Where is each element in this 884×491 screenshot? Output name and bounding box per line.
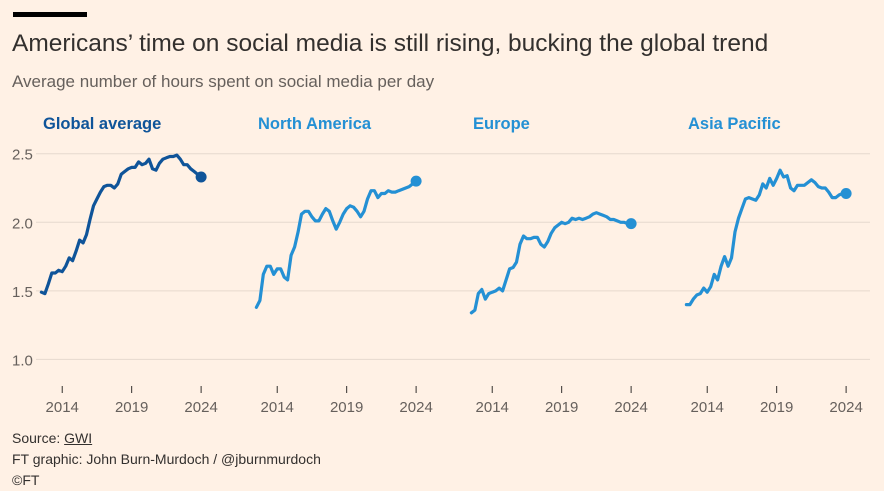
- x-tick-label: 2014: [476, 399, 509, 416]
- x-tick-label: 2024: [184, 399, 217, 416]
- chart-subtitle: Average number of hours spent on social …: [12, 72, 435, 91]
- x-tick-label: 2019: [330, 399, 363, 416]
- copyright: ©FT: [12, 472, 40, 488]
- y-tick-label: 2.0: [12, 215, 33, 232]
- graphic-credit: FT graphic: John Burn-Murdoch / @jburnmu…: [12, 451, 321, 467]
- panel-title: Europe: [473, 115, 530, 133]
- x-tick-label: 2024: [399, 399, 432, 416]
- series-line: [684, 168, 848, 307]
- series-line: [469, 211, 633, 315]
- y-tick-label: 2.5: [12, 147, 33, 164]
- y-tick-label: 1.5: [12, 284, 33, 301]
- x-tick-label: 2014: [691, 399, 724, 416]
- series-line: [39, 153, 203, 296]
- series-endpoint: [195, 171, 207, 183]
- x-tick-label: 2019: [760, 399, 793, 416]
- panel-title: North America: [258, 115, 372, 133]
- chart-title: Americans’ time on social media is still…: [12, 30, 769, 57]
- series-endpoint: [625, 218, 637, 230]
- series-endpoint: [410, 175, 422, 187]
- x-tick-label: 2014: [261, 399, 294, 416]
- series-endpoint: [840, 187, 852, 199]
- source-label: Source:: [12, 430, 65, 446]
- panel-title: Global average: [43, 115, 161, 133]
- x-tick-label: 2019: [545, 399, 578, 416]
- source-link[interactable]: GWI: [64, 430, 93, 446]
- x-tick-label: 2019: [115, 399, 148, 416]
- x-tick-label: 2024: [829, 399, 862, 416]
- panel-title: Asia Pacific: [688, 115, 781, 133]
- x-tick-label: 2014: [46, 399, 79, 416]
- x-tick-label: 2024: [614, 399, 647, 416]
- series-line: [254, 179, 418, 309]
- y-tick-label: 1.0: [12, 352, 33, 369]
- source-line: Source: GWI: [12, 430, 92, 446]
- ft-brand-bar: [13, 12, 87, 17]
